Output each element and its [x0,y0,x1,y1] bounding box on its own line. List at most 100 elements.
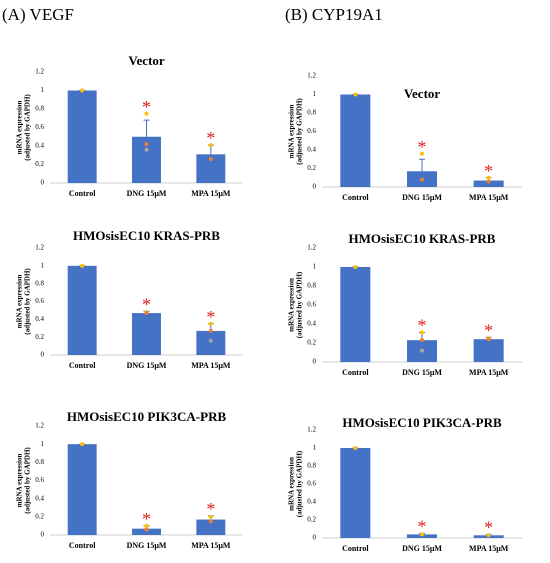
bar [132,313,161,355]
significance-mark: * [484,320,493,340]
x-tick-label: DNG 15μM [402,368,442,377]
x-tick-label: DNG 15μM [127,361,167,370]
y-tick-label: 0.2 [35,160,44,168]
x-tick-label: MPA 15μM [191,541,231,550]
y-tick-label: 0.4 [307,320,316,328]
error-bar [143,119,150,137]
data-point [208,338,213,343]
significance-mark: * [206,307,215,327]
x-tick-label: Control [342,544,369,553]
x-tick-label: Control [69,361,96,370]
y-tick-label: 0 [313,358,317,366]
y-axis-label: (adjusted by GAPDH) [24,94,32,161]
y-tick-label: 1.2 [35,68,44,76]
y-axis-label: mRNA expression [288,105,296,159]
y-tick-label: 0.2 [35,512,44,520]
y-tick-label: 0.6 [307,480,316,488]
data-point [208,156,213,161]
data-point [486,175,491,180]
data-point [486,533,491,538]
y-tick-label: 1.2 [307,72,316,80]
data-point [486,337,491,342]
data-point [420,338,424,343]
data-point [353,446,358,450]
y-axis-label: mRNA expression [288,278,296,332]
x-tick-label: DNG 15μM [127,189,167,198]
data-point [144,311,149,316]
y-tick-label: 0.8 [35,458,44,466]
bar [473,180,504,187]
data-point [80,88,85,93]
y-tick-label: 0.8 [307,282,316,290]
x-tick-label: DNG 15μM [127,541,167,550]
bar [340,94,371,187]
significance-mark: * [142,294,151,314]
data-point [144,147,149,152]
y-axis-label: (adjusted by GAPDH) [24,268,32,335]
data-point [420,151,424,156]
y-axis-label: mRNA expression [16,454,24,508]
x-tick-label: MPA 15μM [191,189,231,198]
y-axis-label: (adjusted by GAPDH) [296,450,304,517]
y-tick-label: 1.2 [35,422,44,430]
significance-mark: * [206,128,215,148]
data-point [208,519,213,524]
significance-mark: * [142,97,151,117]
x-tick-label: Control [69,189,96,198]
data-point [420,330,424,335]
y-tick-label: 0.2 [35,333,44,341]
significance-mark: * [418,316,427,336]
significance-mark: * [418,517,427,537]
data-point [144,142,149,147]
y-tick-label: 0.6 [307,301,316,309]
data-point [486,179,491,184]
y-tick-label: 0.8 [307,462,316,470]
x-tick-label: Control [69,541,96,550]
y-tick-label: 0.4 [35,494,44,502]
y-tick-label: 0 [41,351,45,359]
data-point [208,321,213,326]
data-point [420,348,424,353]
x-tick-label: MPA 15μM [191,361,231,370]
bar [196,519,226,535]
y-tick-label: 1 [41,440,45,448]
chart-title: HMOsisEC10 KRAS-PRB [349,231,496,246]
bar [340,448,371,538]
x-tick-label: MPA 15μM [469,193,509,202]
data-point [208,514,213,519]
data-point [80,442,85,447]
x-tick-label: DNG 15μM [402,193,442,202]
x-tick-label: Control [342,368,369,377]
chart-title: HMOsisEC10 PIK3CA-PRB [342,415,502,430]
y-tick-label: 0.2 [307,516,316,524]
y-tick-label: 0.6 [307,127,316,135]
bar [473,339,504,362]
y-tick-label: 0 [41,531,45,539]
bar [132,528,161,535]
x-tick-label: Control [342,193,369,202]
y-axis-label: mRNA expression [16,275,24,329]
y-axis-label: (adjusted by GAPDH) [24,447,32,514]
y-tick-label: 1 [313,90,317,98]
significance-mark: * [142,509,151,529]
y-tick-label: 0.6 [35,123,44,131]
bar [67,444,97,535]
panel-label: (B) CYP19A1 [285,5,383,24]
bar [67,90,97,183]
y-axis-label: mRNA expression [16,101,24,155]
chart-title: Vector [128,53,165,68]
data-point [144,111,149,116]
data-point [420,532,424,537]
y-tick-label: 1.2 [35,244,44,252]
significance-mark: * [484,518,493,538]
y-tick-label: 0.6 [35,297,44,305]
data-point [420,177,424,182]
y-tick-label: 0.4 [307,498,316,506]
x-tick-label: MPA 15μM [469,368,509,377]
significance-mark: * [484,161,493,181]
significance-mark: * [418,137,427,157]
y-tick-label: 1 [313,263,317,271]
y-tick-label: 0 [313,534,317,542]
y-tick-label: 0.8 [35,279,44,287]
data-point [208,143,213,148]
